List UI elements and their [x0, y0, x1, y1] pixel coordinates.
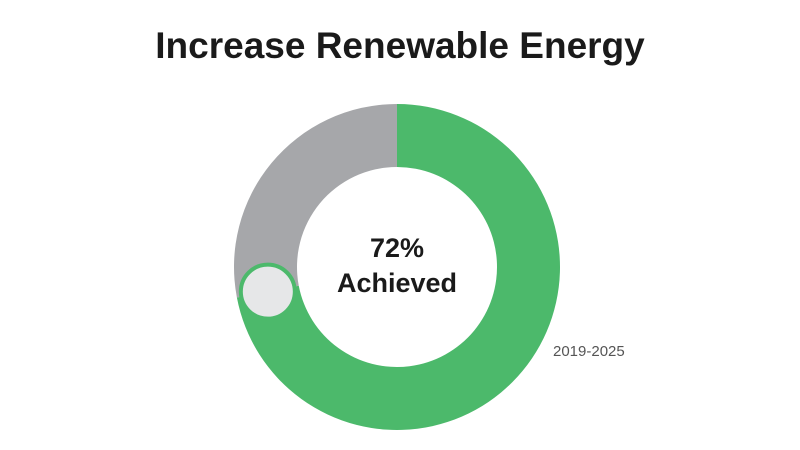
- donut-slice: [233, 104, 397, 298]
- annotation: 2019-2025: [553, 343, 625, 360]
- donut: [233, 104, 560, 430]
- chart-title: Increase Renewable Energy: [155, 25, 645, 66]
- center-category-label: Achieved: [337, 268, 457, 298]
- center-value-label: 72%: [370, 233, 424, 263]
- donut-slice: [236, 104, 560, 430]
- progress-knob: [238, 262, 297, 321]
